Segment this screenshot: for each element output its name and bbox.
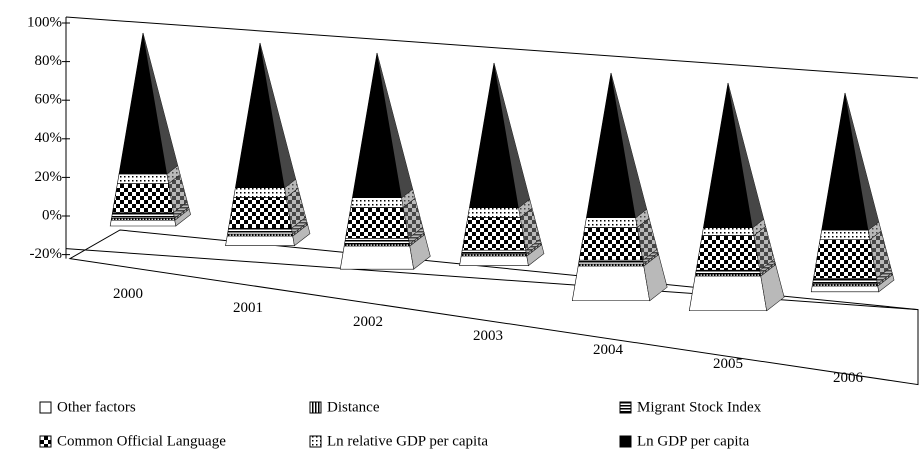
pyramid-segment [578,227,644,261]
side-shade [292,222,308,236]
pyramid-segment [228,197,292,229]
pyramid-segment [688,275,768,312]
side-shade [377,53,413,198]
pyramid-segment [225,235,295,246]
side-shade [643,254,668,301]
pyramid-segment [695,269,761,275]
side-shade [292,224,310,246]
x-tick-label: 2006 [833,370,864,386]
side-shade [643,252,659,266]
pyramid-segment [109,219,177,227]
side-shade [403,198,423,239]
legend-label: Common Official Language [57,433,226,449]
legend-swatch [619,401,632,414]
side-shade [174,209,191,226]
side-shade [408,227,425,245]
legend-swatch [39,435,52,448]
side-shade [168,174,188,213]
pyramid-segment [112,183,174,213]
legend-swatch [39,401,52,414]
side-shade [753,226,775,271]
side-shade [877,272,893,286]
pyramid-segment [233,187,287,198]
pyramid-segment [339,245,415,270]
side-shade [494,63,530,208]
pyramid-segment [117,173,169,184]
side-shade [286,188,306,229]
pyramid-segment [344,237,410,245]
pyramid-segment [461,249,527,255]
pyramid-segment [111,212,175,219]
side-shade [401,189,416,208]
legend-swatch [619,435,632,448]
y-tick-label: -20% [30,246,63,262]
side-shade [409,234,431,270]
side-shade [642,249,659,265]
x-tick-label: 2001 [233,300,263,316]
side-shade [611,73,647,218]
y-tick-label: 0% [42,207,62,223]
side-shade [869,230,891,279]
legend-label: Migrant Stock Index [637,399,762,415]
side-shade [173,201,189,219]
pyramid-segment [701,227,755,236]
side-shade [760,264,785,311]
side-shade [868,221,882,240]
side-shade [260,43,296,188]
pyramid-segment [345,207,409,239]
pyramid-segment [810,285,880,293]
side-shade [518,199,533,218]
x-tick-label: 2004 [593,342,624,358]
side-shade [877,274,895,292]
side-shade [409,232,425,246]
y-tick-label: 60% [35,92,63,108]
y-tick-label: 80% [35,53,63,69]
pyramid-segment [461,217,527,251]
side-shade [174,207,190,221]
pyramid-segment [467,207,521,218]
legend-label: Ln GDP per capita [637,433,750,449]
pyramid-segment [350,197,404,208]
side-shade [526,242,542,256]
floor [68,229,919,386]
pyramid-segment [819,229,871,240]
side-shade [759,259,776,275]
side-shade [635,209,650,228]
side-shade [760,262,776,276]
side-shade [291,217,308,235]
side-shade [728,83,764,228]
side-shade [520,208,541,251]
y-tick-label: 20% [35,169,63,185]
pyramid-segment [459,255,529,266]
x-tick-label: 2002 [353,314,383,330]
side-shade [526,244,544,266]
x-tick-label: 2003 [473,328,503,344]
legend-swatch [309,435,322,448]
side-shade [876,267,893,285]
grid-line [65,16,919,79]
side-shade [637,218,658,261]
side-shade [525,239,542,255]
side-shade [284,179,299,198]
legend-label: Other factors [57,399,136,415]
legend-label: Ln relative GDP per capita [327,433,488,449]
x-tick-label: 2000 [113,286,143,302]
legend-swatch [309,401,322,414]
pyramid-segment [812,277,878,285]
side-shade [752,219,766,236]
legend-label: Distance [327,399,380,415]
side-shade [166,165,181,184]
side-shade [143,33,178,174]
side-shade [845,93,879,231]
x-tick-label: 2005 [713,356,743,372]
pyramid-segment [584,217,638,228]
y-tick-label: 40% [35,130,63,146]
pyramid-segment [571,265,651,302]
pyramid-segment [695,235,761,271]
pyramid-segment [813,239,877,279]
pyramid-segment [227,227,293,235]
y-tick-label: 100% [27,14,62,30]
pyramid-segment [578,259,644,265]
